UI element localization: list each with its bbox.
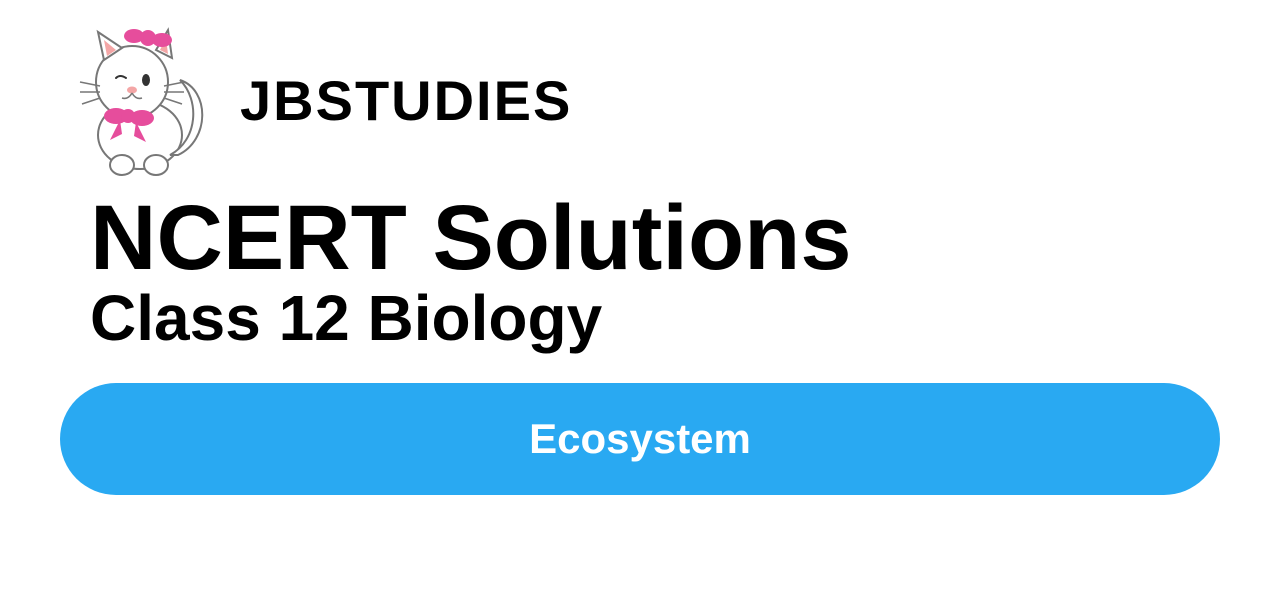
topic-label: Ecosystem [529,415,751,462]
title-block: NCERT Solutions Class 12 Biology [0,190,1280,353]
topic-pill[interactable]: Ecosystem [60,383,1220,495]
brand-name: JBSTUDIES [240,68,572,133]
page-title: NCERT Solutions [90,190,1190,287]
header-row: JBSTUDIES [0,0,1280,190]
cat-mascot-icon [60,20,220,180]
page-subtitle: Class 12 Biology [90,283,1190,353]
